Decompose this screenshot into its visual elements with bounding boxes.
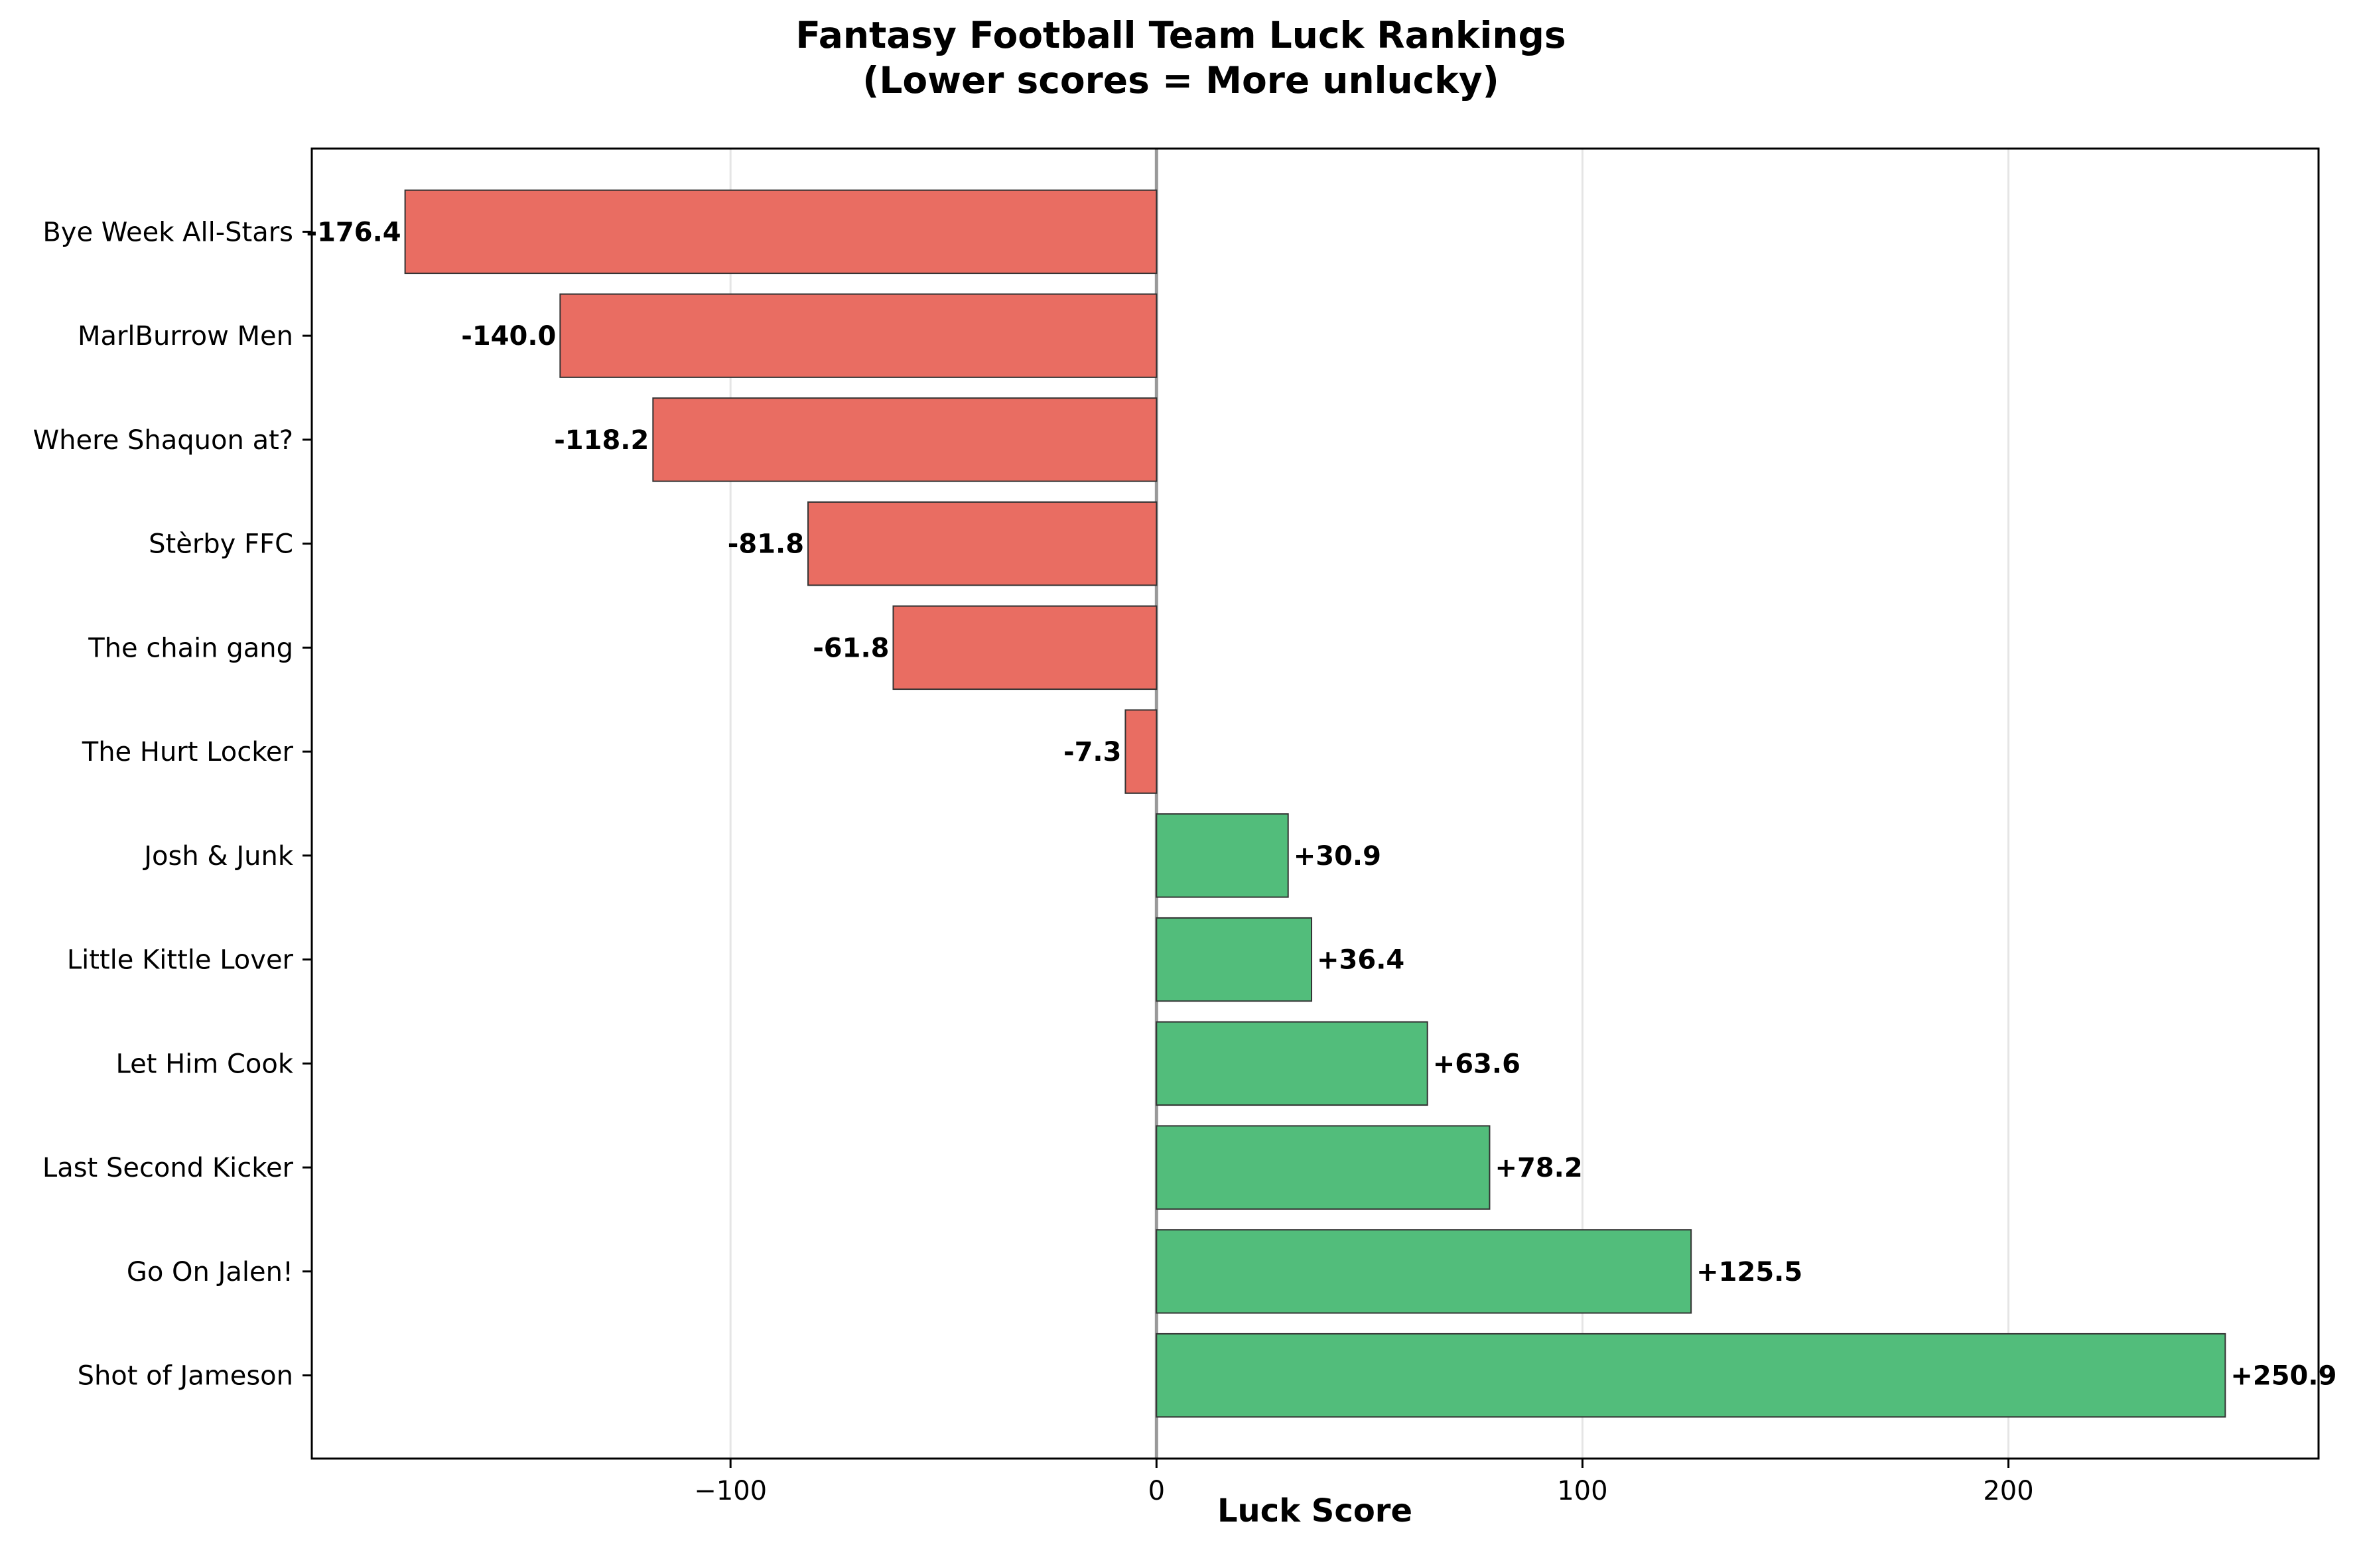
plot-frame — [310, 147, 2320, 1460]
x-tick-label: 0 — [1148, 1476, 1165, 1506]
x-axis-ticks: −100 0 100 200 — [694, 1459, 2034, 1506]
bar-value-label: -61.8 — [813, 633, 889, 663]
bar-value-label: -7.3 — [1063, 737, 1121, 767]
bar — [404, 189, 1158, 275]
chart-title-line2: (Lower scores = More unlucky) — [862, 59, 1499, 101]
y-tick-label: Stèrby FFC — [149, 529, 293, 560]
y-tick-label: Go On Jalen! — [127, 1257, 293, 1287]
bar — [807, 501, 1158, 586]
bar-value-label: +30.9 — [1294, 841, 1381, 872]
bar — [1156, 1125, 1491, 1210]
x-tick-label: 200 — [1983, 1476, 2033, 1506]
bar — [1124, 709, 1158, 794]
bar-value-label: +36.4 — [1317, 945, 1404, 976]
y-tick-label: Let Him Cook — [116, 1049, 294, 1079]
bar-value-label: -118.2 — [554, 425, 649, 456]
x-axis-title: Luck Score — [1217, 1492, 1412, 1530]
y-axis-ticks: Bye Week All-Stars MarlBurrow Men Where Sh… — [33, 217, 312, 1392]
y-tick-label: Where Shaquon at? — [33, 425, 293, 456]
bar — [559, 293, 1158, 378]
x-tick-label: 100 — [1557, 1476, 1607, 1506]
y-tick-label: The Hurt Locker — [82, 737, 294, 767]
y-tick-label: Shot of Jameson — [78, 1361, 293, 1392]
y-tick-label: Josh & Junk — [142, 841, 294, 872]
value-labels: -176.4 -140.0 -118.2 -81.8 -61.8 -7.3 +30.9 +36… — [306, 217, 2336, 1391]
bar-value-label: +125.5 — [1696, 1257, 1802, 1287]
bar-value-label: -140.0 — [461, 321, 556, 352]
bar — [1156, 1229, 1692, 1314]
chart-title-line1: Fantasy Football Team Luck Rankings — [795, 14, 1566, 56]
bar — [1156, 813, 1289, 898]
bar-value-label: +78.2 — [1495, 1153, 1582, 1183]
bar-value-label: +250.9 — [2230, 1361, 2336, 1392]
bar-value-label: -176.4 — [306, 217, 401, 247]
y-tick-label: Little Kittle Lover — [67, 945, 294, 976]
y-tick-label: Bye Week All-Stars — [42, 217, 293, 247]
bar — [1156, 1021, 1428, 1106]
y-tick-label: Last Second Kicker — [42, 1153, 294, 1183]
bar — [892, 605, 1158, 690]
x-tick-label: −100 — [694, 1476, 767, 1506]
bars — [404, 189, 2226, 1418]
y-tick-label: The chain gang — [88, 633, 293, 663]
bar-value-label: +63.6 — [1433, 1049, 1520, 1079]
bar-value-label: -81.8 — [728, 529, 804, 560]
bar — [652, 397, 1158, 482]
bar — [1156, 917, 1313, 1002]
bar — [1156, 1333, 2226, 1418]
y-tick-label: MarlBurrow Men — [78, 321, 293, 352]
